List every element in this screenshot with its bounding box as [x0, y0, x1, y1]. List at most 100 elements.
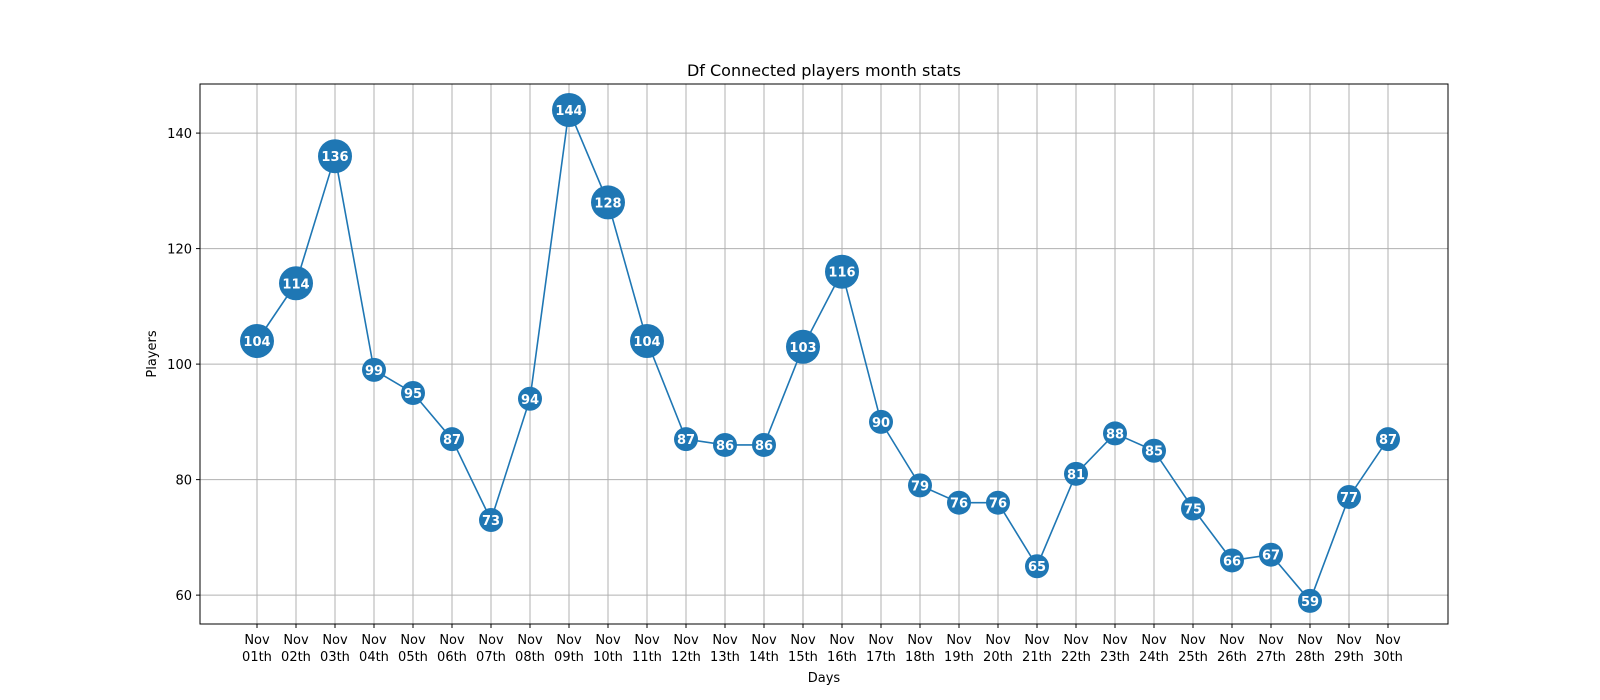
- data-label: 86: [716, 439, 734, 454]
- x-tick-label: Nov: [1258, 633, 1284, 648]
- x-tick-label: Nov: [283, 633, 309, 648]
- data-label: 79: [911, 479, 929, 494]
- data-point: [1142, 438, 1166, 463]
- x-tick-label: 17th: [866, 650, 896, 665]
- data-label: 114: [282, 277, 309, 292]
- x-tick-label: Nov: [868, 633, 894, 648]
- x-tick-label: 29th: [1334, 650, 1364, 665]
- data-point: [1220, 548, 1244, 573]
- x-tick-label: 16th: [827, 650, 857, 665]
- x-tick-label: Nov: [985, 633, 1011, 648]
- x-tick-label: 11th: [632, 650, 662, 665]
- data-label: 87: [1379, 433, 1397, 448]
- data-label: 104: [633, 335, 660, 350]
- x-tick-label: 06th: [437, 650, 467, 665]
- data-point: [518, 386, 542, 411]
- x-tick-label: Nov: [595, 633, 621, 648]
- data-point: [1064, 461, 1088, 486]
- data-label: 67: [1262, 549, 1280, 564]
- data-label: 65: [1028, 560, 1046, 575]
- x-tick-label: 28th: [1295, 650, 1325, 665]
- data-label: 103: [789, 341, 816, 356]
- x-tick-label: 18th: [905, 650, 935, 665]
- x-tick-label: Nov: [517, 633, 543, 648]
- data-label: 94: [521, 393, 539, 408]
- data-point: [479, 508, 503, 533]
- x-tick-label: 03th: [320, 650, 350, 665]
- data-label: 81: [1067, 468, 1085, 483]
- data-point: [1025, 554, 1049, 579]
- data-label: 99: [365, 364, 383, 379]
- x-tick-label: 24th: [1139, 650, 1169, 665]
- data-label: 75: [1184, 502, 1202, 517]
- data-point: [947, 490, 971, 515]
- x-tick-label: Nov: [1297, 633, 1323, 648]
- data-label: 86: [755, 439, 773, 454]
- data-label: 76: [950, 497, 968, 512]
- x-tick-label: Nov: [400, 633, 426, 648]
- data-label: 85: [1145, 445, 1163, 460]
- x-tick-label: 22th: [1061, 650, 1091, 665]
- x-tick-label: 05th: [398, 650, 428, 665]
- x-tick-label: Nov: [1180, 633, 1206, 648]
- data-point: [240, 324, 274, 359]
- data-point: [1337, 484, 1361, 509]
- x-tick-label: Nov: [751, 633, 777, 648]
- x-tick-label: 01th: [242, 650, 272, 665]
- x-tick-label: Nov: [946, 633, 972, 648]
- data-point: [362, 357, 386, 382]
- x-tick-label: Nov: [1063, 633, 1089, 648]
- x-tick-label: Nov: [790, 633, 816, 648]
- x-tick-label: Nov: [712, 633, 738, 648]
- y-axis-label: Players: [145, 330, 160, 377]
- x-tick-label: 26th: [1217, 650, 1247, 665]
- chart-title: Df Connected players month stats: [687, 61, 961, 80]
- data-label: 144: [555, 104, 582, 119]
- data-point: [401, 380, 425, 405]
- x-tick-label: Nov: [439, 633, 465, 648]
- grid-lines: [200, 84, 1448, 624]
- x-tick-label: 14th: [749, 650, 779, 665]
- x-tick-label: Nov: [478, 633, 504, 648]
- x-tick-label: Nov: [1141, 633, 1167, 648]
- data-label: 87: [677, 433, 695, 448]
- x-tick-label: 08th: [515, 650, 545, 665]
- x-tick-label: Nov: [1102, 633, 1128, 648]
- y-tick-label: 100: [167, 358, 192, 373]
- x-tick-label: Nov: [1219, 633, 1245, 648]
- y-axis-ticks: 60 80 100 120 140: [167, 127, 200, 604]
- x-axis-label: Days: [808, 671, 841, 686]
- x-tick-label: Nov: [829, 633, 855, 648]
- plot-area-background: [200, 84, 1448, 624]
- y-tick-label: 60: [175, 589, 192, 604]
- x-tick-label: 07th: [476, 650, 506, 665]
- x-tick-label: Nov: [673, 633, 699, 648]
- x-tick-label: Nov: [244, 633, 270, 648]
- x-tick-label: 12th: [671, 650, 701, 665]
- data-point: [752, 432, 776, 457]
- data-label: 73: [482, 514, 500, 529]
- x-tick-label: 19th: [944, 650, 974, 665]
- data-point: [1298, 588, 1322, 613]
- x-tick-label: 09th: [554, 650, 584, 665]
- data-label: 128: [594, 196, 621, 211]
- x-tick-label: Nov: [907, 633, 933, 648]
- x-tick-label: Nov: [322, 633, 348, 648]
- x-tick-label: 15th: [788, 650, 818, 665]
- x-tick-label: 23th: [1100, 650, 1130, 665]
- data-point: [713, 432, 737, 457]
- plot-area-frame: [199, 83, 1449, 625]
- data-point: [1259, 542, 1283, 567]
- data-point: [986, 490, 1010, 515]
- data-label: 87: [443, 433, 461, 448]
- x-axis-ticks: Nov 01th Nov 02th Nov 03th Nov 04th Nov 05th Nov 06…: [242, 624, 1403, 665]
- data-point: [674, 427, 698, 452]
- x-tick-label: Nov: [556, 633, 582, 648]
- data-point: [591, 185, 625, 220]
- data-points: 104 114 136 99 95 87 73 94 144 128 104 87 86 86 103 116…: [240, 92, 1400, 613]
- data-label: 104: [243, 335, 270, 350]
- x-tick-label: 21th: [1022, 650, 1052, 665]
- data-label: 136: [321, 150, 348, 165]
- x-tick-label: Nov: [361, 633, 387, 648]
